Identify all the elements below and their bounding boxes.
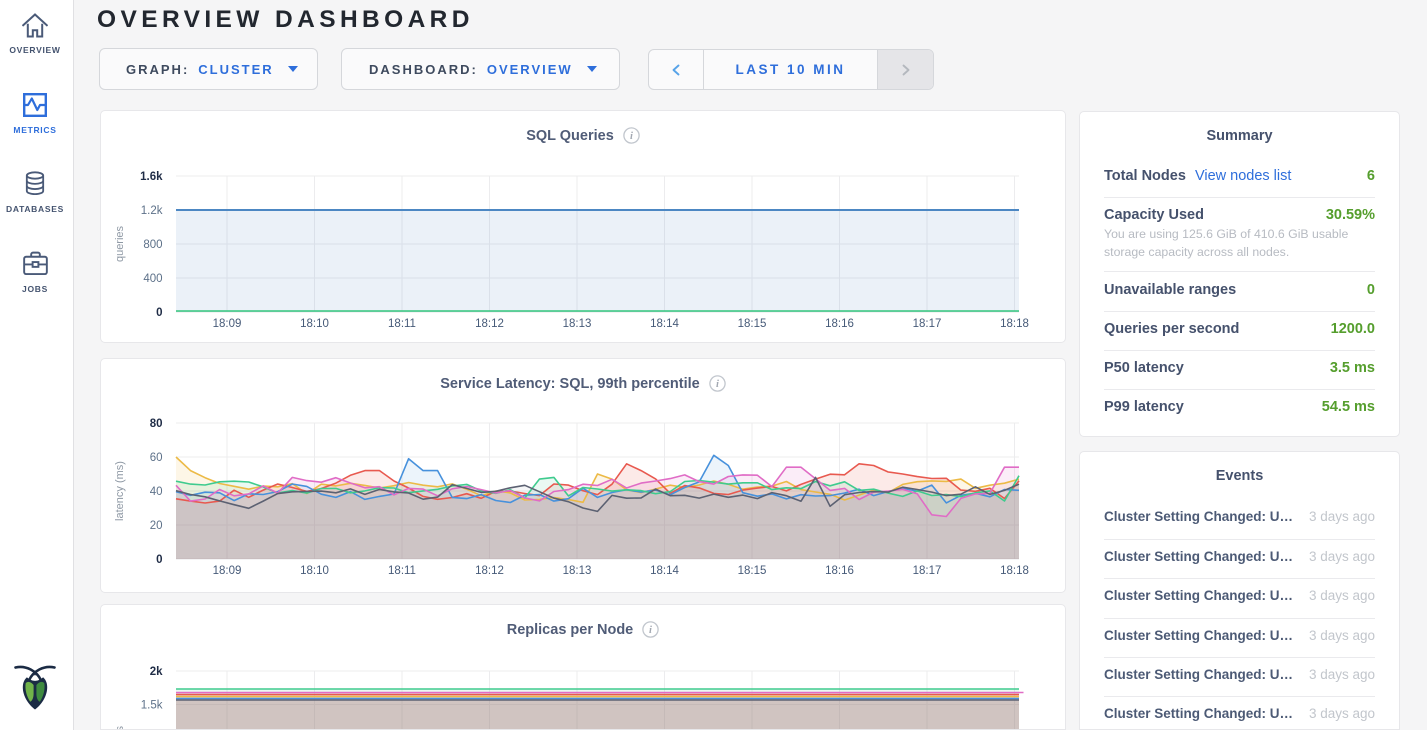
svg-text:18:11: 18:11 <box>388 565 416 577</box>
svg-text:18:09: 18:09 <box>213 565 242 577</box>
svg-text:18:16: 18:16 <box>825 565 854 577</box>
svg-text:18:12: 18:12 <box>475 318 504 330</box>
svg-text:800: 800 <box>143 239 162 251</box>
svg-text:18:18: 18:18 <box>1000 565 1029 577</box>
svg-text:queries: queries <box>114 225 126 262</box>
svg-text:18:13: 18:13 <box>563 565 592 577</box>
svg-text:replicas: replicas <box>114 726 126 730</box>
svg-text:18:14: 18:14 <box>650 565 679 577</box>
svg-text:0: 0 <box>156 554 162 566</box>
svg-text:18:09: 18:09 <box>213 318 242 330</box>
svg-text:2k: 2k <box>150 666 163 678</box>
svg-text:i: i <box>649 625 652 636</box>
svg-text:80: 80 <box>150 418 163 430</box>
svg-text:18:15: 18:15 <box>738 318 767 330</box>
svg-text:i: i <box>716 379 719 390</box>
svg-text:latency (ms): latency (ms) <box>114 461 126 521</box>
svg-text:18:14: 18:14 <box>650 318 679 330</box>
svg-text:60: 60 <box>150 452 163 464</box>
svg-text:18:10: 18:10 <box>300 565 329 577</box>
svg-text:20: 20 <box>150 520 163 532</box>
svg-text:40: 40 <box>150 486 163 498</box>
svg-text:18:15: 18:15 <box>738 565 767 577</box>
svg-text:18:16: 18:16 <box>825 318 854 330</box>
svg-text:18:18: 18:18 <box>1000 318 1029 330</box>
svg-text:0: 0 <box>156 307 162 319</box>
svg-text:18:17: 18:17 <box>913 318 942 330</box>
svg-text:1.5k: 1.5k <box>141 700 163 712</box>
svg-text:18:13: 18:13 <box>563 318 592 330</box>
svg-text:18:11: 18:11 <box>388 318 416 330</box>
svg-text:18:10: 18:10 <box>300 318 329 330</box>
svg-text:18:17: 18:17 <box>913 565 942 577</box>
svg-text:1.2k: 1.2k <box>141 205 163 217</box>
svg-text:400: 400 <box>143 273 162 285</box>
svg-text:i: i <box>630 131 633 142</box>
svg-text:1.6k: 1.6k <box>140 171 163 183</box>
svg-text:18:12: 18:12 <box>475 565 504 577</box>
